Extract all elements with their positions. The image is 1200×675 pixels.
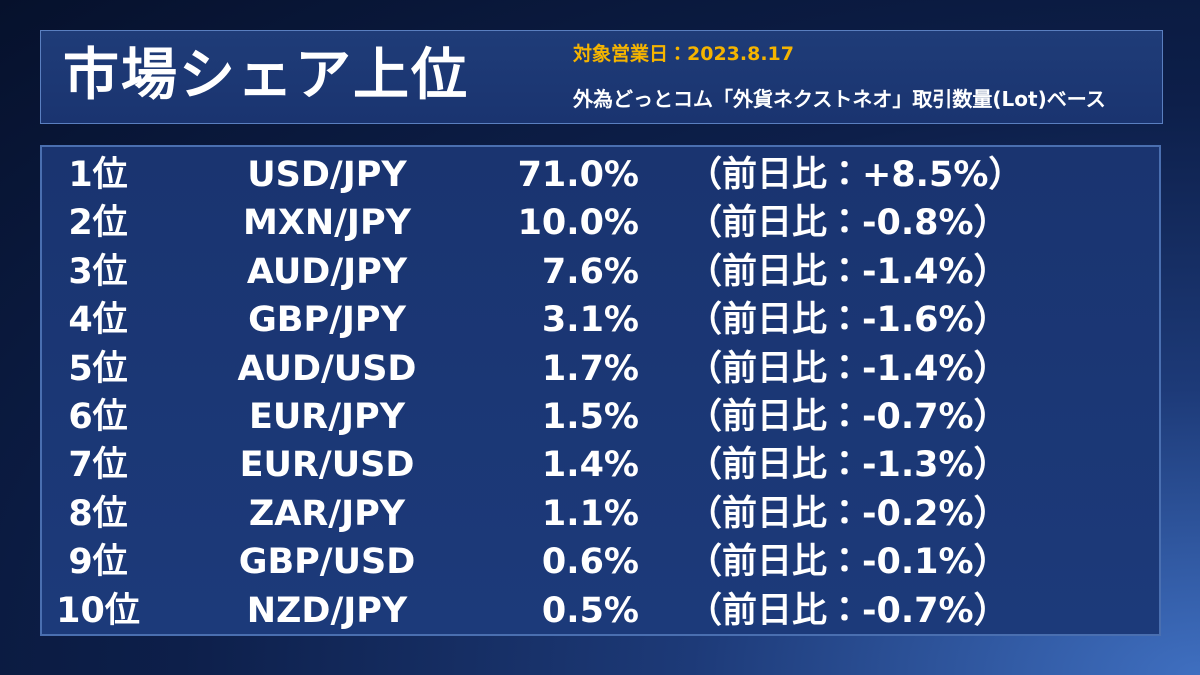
rank: 2位 xyxy=(68,203,128,244)
change: （前日比：-0.7%） xyxy=(687,590,1009,631)
change: （前日比：-1.3%） xyxy=(687,445,1009,486)
share: 0.5% xyxy=(541,590,639,631)
title: 市場シェア上位 xyxy=(63,43,469,108)
subtitle: 外為どっとコム「外貨ネクストネオ」取引数量(Lot)ベース xyxy=(573,87,1106,111)
rank: 9位 xyxy=(68,542,128,583)
pair: GBP/USD xyxy=(238,542,416,583)
pair: AUD/JPY xyxy=(246,251,408,292)
share: 1.7% xyxy=(541,348,639,389)
date: 対象営業日：2023.8.17 xyxy=(573,43,794,65)
rank: 6位 xyxy=(68,397,128,437)
table: 1位 USD/JPY 71.0% （前日比：+8.5%） 2位 MXN/JPY 10.0% （… xyxy=(40,145,1161,636)
change: （前日比：+8.5%） xyxy=(687,155,1024,195)
header-box: 市場シェア上位 対象営業日：2023.8.17 外為どっとコム「外貨ネクストネオ… xyxy=(40,30,1163,124)
rank: 10位 xyxy=(56,590,140,631)
change: （前日比：-0.7%） xyxy=(687,397,1009,437)
share: 1.4% xyxy=(541,445,639,486)
rank: 5位 xyxy=(68,348,128,389)
pair: GBP/JPY xyxy=(248,300,406,341)
rank: 4位 xyxy=(68,300,128,341)
pair: AUD/USD xyxy=(237,348,417,389)
share: 1.5% xyxy=(541,397,639,437)
share: 10.0% xyxy=(517,203,639,244)
pair: USD/JPY xyxy=(247,155,407,195)
pair: MXN/JPY xyxy=(243,203,411,244)
share: 71.0% xyxy=(517,155,639,195)
rank: 8位 xyxy=(68,493,128,534)
pair: EUR/JPY xyxy=(248,397,406,437)
share: 3.1% xyxy=(541,300,639,341)
change: （前日比：-0.2%） xyxy=(687,493,1009,534)
change: （前日比：-1.4%） xyxy=(687,348,1009,389)
change: （前日比：-1.4%） xyxy=(687,251,1009,292)
change: （前日比：-0.1%） xyxy=(687,542,1009,583)
change: （前日比：-1.6%） xyxy=(687,300,1009,341)
pair: NZD/JPY xyxy=(246,590,408,631)
pair: EUR/USD xyxy=(239,445,415,486)
rank: 7位 xyxy=(68,445,128,486)
pair: ZAR/JPY xyxy=(248,493,406,534)
rank: 1位 xyxy=(68,155,128,195)
rank: 3位 xyxy=(68,251,128,292)
share: 7.6% xyxy=(541,251,639,292)
share: 1.1% xyxy=(541,493,639,534)
share: 0.6% xyxy=(541,542,639,583)
change: （前日比：-0.8%） xyxy=(687,203,1009,244)
